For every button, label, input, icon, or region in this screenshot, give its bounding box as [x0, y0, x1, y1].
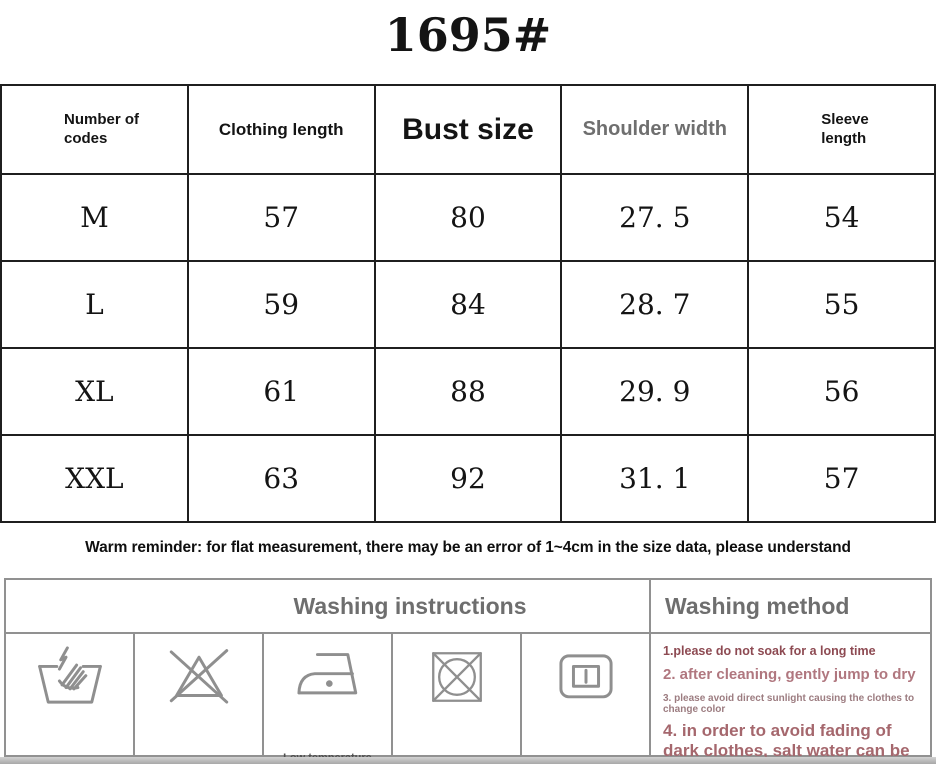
- size-row-m: M 57 80 27. 5 54: [0, 173, 936, 262]
- bust-size: 80: [373, 173, 563, 262]
- low-temp-ironing-icon: [296, 653, 357, 695]
- care-cell-hang-to-dry: Hang to dry: [522, 634, 651, 764]
- care-table: Washing instructions Washing method Hand…: [4, 578, 932, 764]
- washing-method-list: 1.please do not soak for a long time 2. …: [651, 634, 930, 764]
- shoulder-width: 27. 5: [560, 173, 750, 262]
- clothing-length: 59: [186, 260, 376, 349]
- size-label: L: [0, 260, 189, 349]
- care-cell-do-not-dry-clean: Do not dry clean: [393, 634, 522, 764]
- shoulder-width: 29. 9: [560, 347, 750, 436]
- sleeve-length: 55: [747, 260, 936, 349]
- care-cell-hand-wash: Hand wash: [6, 634, 135, 764]
- col-header-sleeve-length: Sleeve length: [747, 84, 936, 175]
- size-table-body: M 57 80 27. 5 54 L 59 84 28. 7 55 XL 61 …: [0, 173, 936, 523]
- col-header-number-of-codes: Number of codes: [0, 84, 189, 175]
- size-table-header: Number of codes Clothing length Bust siz…: [0, 84, 936, 175]
- size-table: Number of codes Clothing length Bust siz…: [0, 84, 936, 523]
- size-row-l: L 59 84 28. 7 55: [0, 260, 936, 349]
- bust-size: 92: [373, 434, 563, 523]
- sleeve-length: 57: [747, 434, 936, 523]
- sleeve-length: 56: [747, 347, 936, 436]
- method-item-2: 2. after cleaning, gently jump to dry: [663, 666, 916, 683]
- page-title: 1695#: [384, 8, 552, 62]
- size-table-header-row: Number of codes Clothing length Bust siz…: [0, 84, 936, 175]
- method-item-1: 1.please do not soak for a long time: [663, 644, 876, 658]
- warm-reminder: Warm reminder: for flat measurement, the…: [85, 539, 851, 556]
- col-header-bust-size: Bust size: [373, 84, 563, 175]
- size-label: XL: [0, 347, 189, 436]
- shoulder-width: 28. 7: [560, 260, 750, 349]
- col-header-shoulder-width: Shoulder width: [560, 84, 750, 175]
- washing-method-header: Washing method: [651, 580, 930, 634]
- method-item-3: 3. please avoid direct sunlight causing …: [663, 693, 915, 715]
- size-row-xxl: XXL 63 92 31. 1 57: [0, 434, 936, 523]
- shoulder-width: 31. 1: [560, 434, 750, 523]
- clothing-length: 57: [186, 173, 376, 262]
- size-label: M: [0, 173, 189, 262]
- col-header-clothing-length: Clothing length: [186, 84, 376, 175]
- do-not-bleach-icon: [169, 649, 228, 704]
- bust-size: 88: [373, 347, 563, 436]
- clothing-length: 61: [186, 347, 376, 436]
- care-cell-low-temp-ironing: Low temperature ironing: [264, 634, 393, 764]
- care-cell-do-not-bleach: Do not bleach: [135, 634, 264, 764]
- size-row-xl: XL 61 88 29. 9 56: [0, 347, 936, 436]
- bust-size: 84: [373, 260, 563, 349]
- clothing-length: 63: [186, 434, 376, 523]
- hang-to-dry-icon: [558, 654, 613, 699]
- hand-wash-icon: [37, 646, 102, 704]
- size-label: XXL: [0, 434, 189, 523]
- do-not-dry-clean-icon: [431, 652, 482, 702]
- washing-instructions-header: Washing instructions: [6, 580, 651, 634]
- sleeve-length: 54: [747, 173, 936, 262]
- image-bottom-edge: [0, 757, 936, 764]
